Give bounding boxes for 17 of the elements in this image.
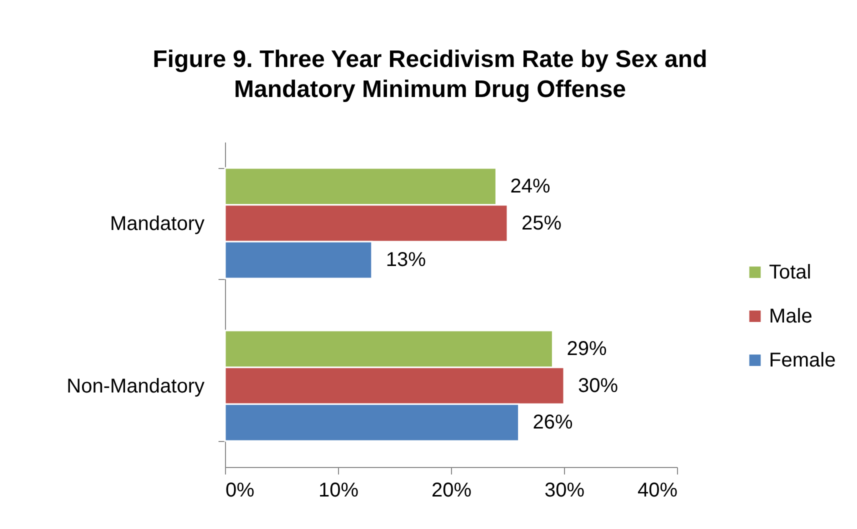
- data-label: 25%: [522, 212, 562, 234]
- x-tick-label: 0%: [226, 480, 255, 502]
- chart-title: Figure 9. Three Year Recidivism Rate by Sex and Mandatory Minimum Drug Offense: [152, 46, 708, 103]
- y-tick-label: Non-Mandatory: [66, 375, 204, 398]
- legend-label: Female: [769, 349, 836, 372]
- x-tick-label: 40%: [637, 480, 678, 502]
- data-label: 13%: [386, 249, 426, 272]
- data-label: 24%: [510, 175, 550, 198]
- y-tick-label: Mandatory: [110, 212, 204, 235]
- data-label: 26%: [532, 412, 574, 434]
- x-tick-label: 10%: [318, 480, 359, 502]
- x-tick-label: 20%: [431, 480, 472, 502]
- data-label: 29%: [566, 338, 607, 360]
- x-tick-label: 30%: [544, 480, 585, 502]
- data-label: 30%: [578, 374, 618, 397]
- legend-label: Total: [769, 261, 812, 284]
- legend-label: Male: [769, 305, 812, 328]
